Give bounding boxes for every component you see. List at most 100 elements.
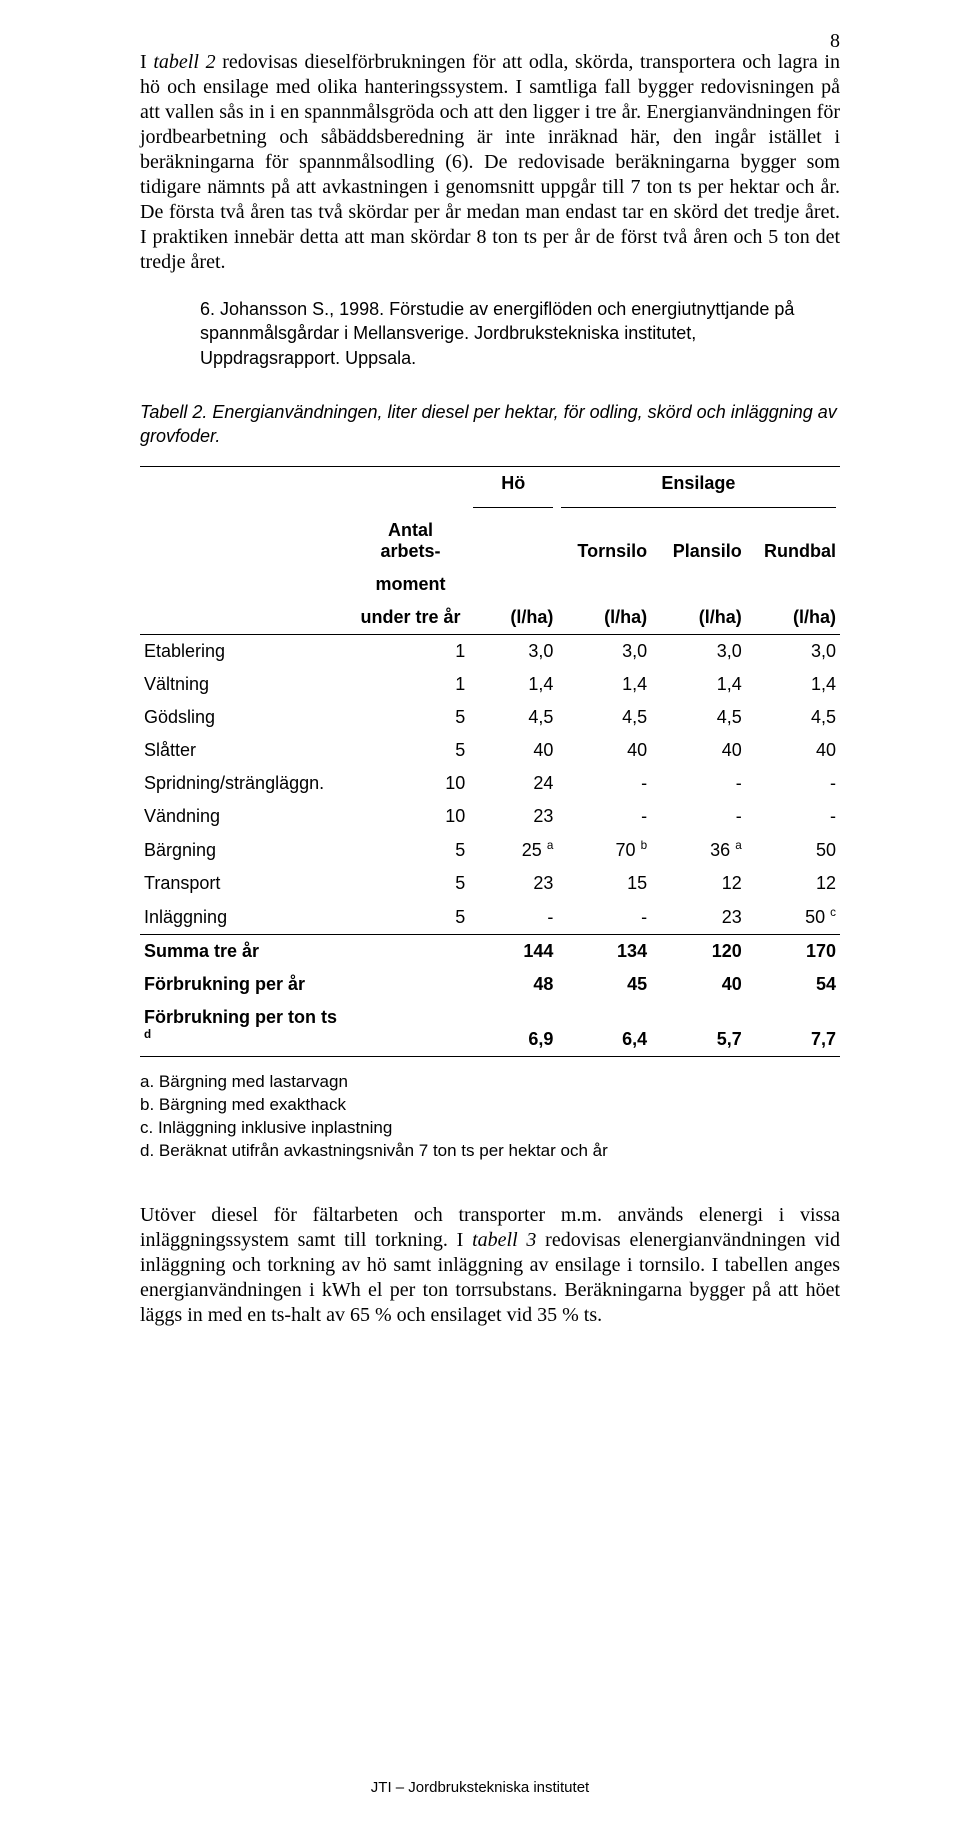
- p2-em: tabell 3: [472, 1229, 536, 1251]
- page: 8 I tabell 2 redovisas dieselförbrukning…: [0, 0, 960, 1826]
- cell-v: 1,4: [469, 668, 557, 701]
- cell-v: 4,5: [746, 701, 840, 734]
- cell-label: Vändning: [140, 800, 352, 833]
- table-row-transport: Transport 5 23 15 12 12: [140, 867, 840, 900]
- table-notes: a. Bärgning med lastarvagn b. Bärgning m…: [140, 1071, 840, 1163]
- reference-block: 6. Johansson S., 1998. Förstudie av ener…: [200, 297, 840, 370]
- cell-v: 45: [557, 968, 651, 1001]
- note-a: a. Bärgning med lastarvagn: [140, 1071, 840, 1094]
- cell-n: 1: [352, 635, 470, 669]
- cell-v: 7,7: [746, 1001, 840, 1057]
- cell-n: 5: [352, 734, 470, 767]
- cell-v: 144: [469, 935, 557, 969]
- paragraph-1: I tabell 2 redovisas dieselförbrukningen…: [140, 50, 840, 275]
- spanner-ho: [473, 506, 553, 508]
- table-row-perton: Förbrukning per ton ts d 6,9 6,4 5,7 7,7: [140, 1001, 840, 1057]
- table-row-sum: Summa tre år 144 134 120 170: [140, 935, 840, 969]
- cell-label: Slåtter: [140, 734, 352, 767]
- head-lha-1: (l/ha): [469, 601, 557, 635]
- page-number: 8: [830, 30, 840, 53]
- cell-v: 12: [651, 867, 746, 900]
- cell-v: 40: [651, 734, 746, 767]
- note-c: c. Inläggning inklusive inplastning: [140, 1117, 840, 1140]
- note-b: b. Bärgning med exakthack: [140, 1094, 840, 1117]
- cell-v: 12: [746, 867, 840, 900]
- cell-v: 120: [651, 935, 746, 969]
- cell-v: -: [557, 767, 651, 800]
- cell-v: -: [557, 900, 651, 935]
- head-lha-2: (l/ha): [557, 601, 651, 635]
- table-row: Vältning11,41,41,41,4: [140, 668, 840, 701]
- cell-v: 40: [469, 734, 557, 767]
- head-tornsilo: Tornsilo: [557, 514, 651, 568]
- cell-v: 170: [746, 935, 840, 969]
- cell-label: Inläggning: [140, 900, 352, 935]
- spanner-ensilage: [561, 506, 836, 508]
- paragraph-2: Utöver diesel för fältarbeten och transp…: [140, 1203, 840, 1328]
- cell-v: -: [746, 767, 840, 800]
- cell-n: 5: [352, 900, 470, 935]
- cell-label: Bärgning: [140, 833, 352, 867]
- table-row-inlaggning: Inläggning 5 - - 23 50 c: [140, 900, 840, 935]
- cell-v: 4,5: [469, 701, 557, 734]
- cell-label: Transport: [140, 867, 352, 900]
- head-antal-1: Antal arbets-: [352, 514, 470, 568]
- cell-v: 1,4: [651, 668, 746, 701]
- cell-v: -: [469, 900, 557, 935]
- cell-n: 5: [352, 867, 470, 900]
- cell-v: 54: [746, 968, 840, 1001]
- cell-v: 23: [469, 867, 557, 900]
- cell-v: 36 a: [651, 833, 746, 867]
- head-ensilage: Ensilage: [651, 467, 746, 501]
- cell-label: Gödsling: [140, 701, 352, 734]
- cell-label: Förbrukning per ton ts d: [140, 1001, 352, 1057]
- cell-v: 50: [746, 833, 840, 867]
- note-d: d. Beräknat utifrån avkastningsnivån 7 t…: [140, 1140, 840, 1163]
- head-antal-3: under tre år: [352, 601, 470, 635]
- table-row-bargning: Bärgning 5 25 a 70 b 36 a 50: [140, 833, 840, 867]
- cell-v: 15: [557, 867, 651, 900]
- cell-v: 40: [651, 968, 746, 1001]
- cell-label: Förbrukning per år: [140, 968, 352, 1001]
- cell-v: 48: [469, 968, 557, 1001]
- head-antal-2: moment: [352, 568, 470, 601]
- cell-label: Vältning: [140, 668, 352, 701]
- table-row: Slåtter540404040: [140, 734, 840, 767]
- cell-v: -: [746, 800, 840, 833]
- cell-v: -: [651, 767, 746, 800]
- cell-label: Summa tre år: [140, 935, 352, 969]
- data-table: Hö Ensilage Antal arbets- Tornsilo Plans…: [140, 466, 840, 1057]
- head-plansilo: Plansilo: [651, 514, 746, 568]
- cell-n: 5: [352, 833, 470, 867]
- cell-v: 40: [557, 734, 651, 767]
- cell-n: 5: [352, 701, 470, 734]
- table-row: Etablering13,03,03,03,0: [140, 635, 840, 669]
- p1-post: redovisas dieselförbrukningen för att od…: [140, 51, 840, 273]
- cell-v: 3,0: [557, 635, 651, 669]
- table-row-perar: Förbrukning per år 48 45 40 54: [140, 968, 840, 1001]
- cell-v: 3,0: [469, 635, 557, 669]
- cell-n: 1: [352, 668, 470, 701]
- cell-v: 6,9: [469, 1001, 557, 1057]
- head-lha-3: (l/ha): [651, 601, 746, 635]
- cell-v: 134: [557, 935, 651, 969]
- head-rundbal: Rundbal: [746, 514, 840, 568]
- table-caption: Tabell 2. Energianvändningen, liter dies…: [140, 400, 840, 449]
- cell-v: 5,7: [651, 1001, 746, 1057]
- footer: JTI – Jordbrukstekniska institutet: [0, 1779, 960, 1796]
- cell-v: 25 a: [469, 833, 557, 867]
- cell-v: 3,0: [651, 635, 746, 669]
- cell-v: 40: [746, 734, 840, 767]
- cell-v: 70 b: [557, 833, 651, 867]
- cell-v: 4,5: [557, 701, 651, 734]
- cell-v: 50 c: [746, 900, 840, 935]
- table-row: Gödsling54,54,54,54,5: [140, 701, 840, 734]
- cell-n: 10: [352, 767, 470, 800]
- cell-label: Spridning/strängläggn.: [140, 767, 352, 800]
- cell-v: 23: [651, 900, 746, 935]
- cell-v: 6,4: [557, 1001, 651, 1057]
- cell-label: Etablering: [140, 635, 352, 669]
- cell-v: 1,4: [746, 668, 840, 701]
- cell-v: -: [651, 800, 746, 833]
- table-row: Vändning1023---: [140, 800, 840, 833]
